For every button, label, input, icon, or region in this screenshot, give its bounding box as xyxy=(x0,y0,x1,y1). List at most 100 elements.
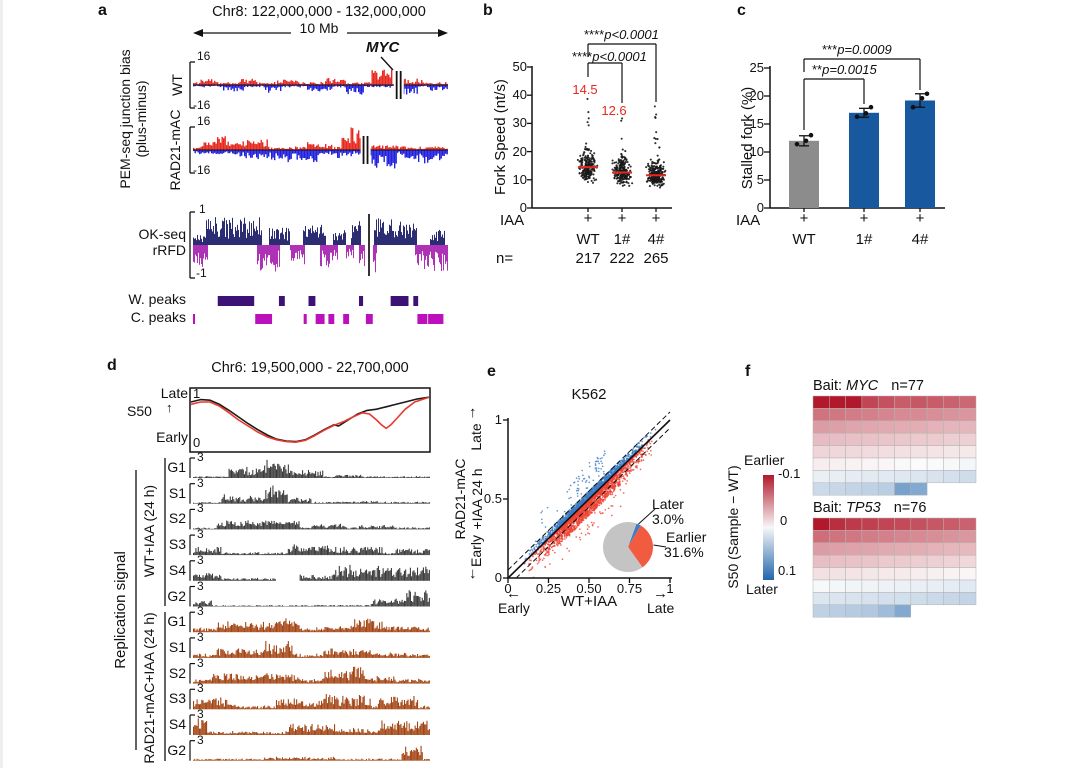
panel-c-significance-upper: ***p=0.0009 xyxy=(822,43,892,58)
panel-a-region-title: Chr8: 122,000,000 - 132,000,000 xyxy=(190,4,448,20)
panel-d-track-name: S2 xyxy=(134,511,186,527)
panel-d-track-name: G1 xyxy=(134,460,186,476)
myc-gene-label: MYC xyxy=(366,40,399,57)
panel-d-track-name: G1 xyxy=(134,614,186,630)
s50-axis-label: S50 xyxy=(127,404,152,420)
colorbar-later-label: Later xyxy=(746,582,778,598)
panel-d-track-name: S3 xyxy=(134,691,186,707)
panel-b-iaa-plus: + xyxy=(578,211,598,228)
panel-d-track-scale: 3 xyxy=(197,528,204,541)
s50-scale-bottom: 0 xyxy=(193,436,200,451)
sig-stars: ** xyxy=(812,62,822,77)
bait-n: n=77 xyxy=(891,378,924,394)
colorbar-bottom-value: 0.1 xyxy=(778,564,796,579)
panel-d-track-name: S4 xyxy=(134,717,186,733)
okseq-label-line2: rRFD xyxy=(118,243,186,259)
bait-n: n=76 xyxy=(894,500,927,516)
panel-d-track-name: S4 xyxy=(134,563,186,579)
panel-d-track-scale: 3 xyxy=(197,708,204,721)
panel-b-iaa-plus: + xyxy=(646,211,666,228)
panel-d-track-name: G2 xyxy=(134,743,186,759)
panel-e-xtick: 0.25 xyxy=(531,582,567,597)
panel-b-ytick: 20 xyxy=(495,145,527,160)
panel-c-iaa-plus: + xyxy=(794,211,814,228)
rad21-scale-top: 16 xyxy=(197,115,210,128)
panel-c-bar-name: WT xyxy=(786,232,822,249)
panel-c-iaa-plus: + xyxy=(910,211,930,228)
bait-gene: MYC xyxy=(846,378,878,394)
panel-b-group-n: 265 xyxy=(638,251,674,268)
panel-d-track-scale: 3 xyxy=(197,734,204,747)
panel-b-iaa-plus: + xyxy=(612,211,632,228)
panel-d-track-name: G2 xyxy=(134,589,186,605)
okseq-scale-bottom: -1 xyxy=(196,267,207,280)
panel-f-label: f xyxy=(745,363,750,381)
panel-c-iaa-plus: + xyxy=(854,211,874,228)
panel-c-ytick: 20 xyxy=(734,89,764,104)
okseq-scale-top: 1 xyxy=(199,203,206,216)
panel-d-track-name: S1 xyxy=(134,640,186,656)
panel-d-track-scale: 3 xyxy=(197,477,204,490)
sig-pvalue: p<0.0001 xyxy=(604,27,659,42)
rad21-track-label: RAD21-mAC xyxy=(168,105,184,195)
x-early-label: Early xyxy=(498,601,530,617)
panel-b-group-name: 1# xyxy=(604,232,640,249)
panel-d-track-scale: 3 xyxy=(197,451,204,464)
wt-median-value: 14.5 xyxy=(564,83,606,98)
s50-up-arrow-icon: ↑ xyxy=(166,401,173,416)
panel-d-track-scale: 3 xyxy=(197,502,204,515)
panel-b-n-label: n= xyxy=(496,251,513,268)
sig-pvalue: p=0.0015 xyxy=(822,62,877,77)
panel-c-ytick: 25 xyxy=(734,61,764,76)
panel-d-track-scale: 3 xyxy=(197,554,204,567)
panel-b-ytick: 40 xyxy=(495,88,527,103)
pem-seq-axis-label-line2: (plus-minus) xyxy=(134,49,150,188)
s50-late-label: Late xyxy=(140,386,188,402)
sig-stars: *** xyxy=(822,42,837,57)
panel-e-ytick: 1 xyxy=(476,413,502,428)
colorbar-top-value: -0.1 xyxy=(778,467,800,482)
panel-b-label: b xyxy=(483,2,493,20)
panel-d-region-title: Chr6: 19,500,000 - 22,700,000 xyxy=(190,360,430,376)
s50-scale-top: 1 xyxy=(193,387,200,402)
panel-d-track-scale: 3 xyxy=(197,682,204,695)
panel-c-bar-name: 1# xyxy=(846,232,882,249)
panel-c-ytick: 10 xyxy=(734,145,764,160)
panel-b-group-n: 217 xyxy=(570,251,606,268)
wt-scale-bottom: -16 xyxy=(193,99,210,112)
pem-seq-axis-label: PEM-seq junction bias (plus-minus) xyxy=(117,39,151,199)
panel-b-ytick: 0 xyxy=(495,201,527,216)
pem-seq-axis-label-line1: PEM-seq junction bias xyxy=(118,49,134,188)
panel-d-track-name: S3 xyxy=(134,537,186,553)
pie-later-value: 3.0% xyxy=(652,512,684,528)
panel-c-ytick: 5 xyxy=(734,173,764,188)
panel-e-y-axis-label-line1: RAD21-mAC xyxy=(453,444,469,554)
bait-prefix: Bait: xyxy=(813,500,846,516)
wpeaks-label: W. peaks xyxy=(108,292,186,308)
replication-signal-axis-label: Replication signal xyxy=(112,535,130,685)
panel-b-significance-upper: ****p<0.0001 xyxy=(584,28,659,43)
colorbar-mid-value: 0 xyxy=(780,514,787,529)
panel-b-group-n: 222 xyxy=(604,251,640,268)
panel-e-ytick: 0 xyxy=(476,571,502,586)
panel-c-label: c xyxy=(737,2,746,20)
panel-b-ytick: 50 xyxy=(495,60,527,75)
rad21-scale-bottom: -16 xyxy=(193,164,210,177)
panel-d-track-scale: 3 xyxy=(197,631,204,644)
panel-b-ytick: 10 xyxy=(495,173,527,188)
clone1-median-value: 12.6 xyxy=(593,104,635,119)
panel-b-group-name: WT xyxy=(570,232,606,249)
panel-b-significance-lower: ****p<0.0001 xyxy=(572,50,647,65)
panel-b-ytick: 30 xyxy=(495,116,527,131)
panel-e-title: K562 xyxy=(508,387,670,404)
panel-d-track-scale: 3 xyxy=(197,605,204,618)
panel-c-ytick: 15 xyxy=(734,117,764,132)
panel-e-xtick: 0.75 xyxy=(612,582,648,597)
sig-stars: **** xyxy=(572,49,592,64)
okseq-label-line1: OK-seq xyxy=(118,227,186,243)
panel-e-xtick: 0.50 xyxy=(571,582,607,597)
cpeaks-label: C. peaks xyxy=(108,310,186,326)
